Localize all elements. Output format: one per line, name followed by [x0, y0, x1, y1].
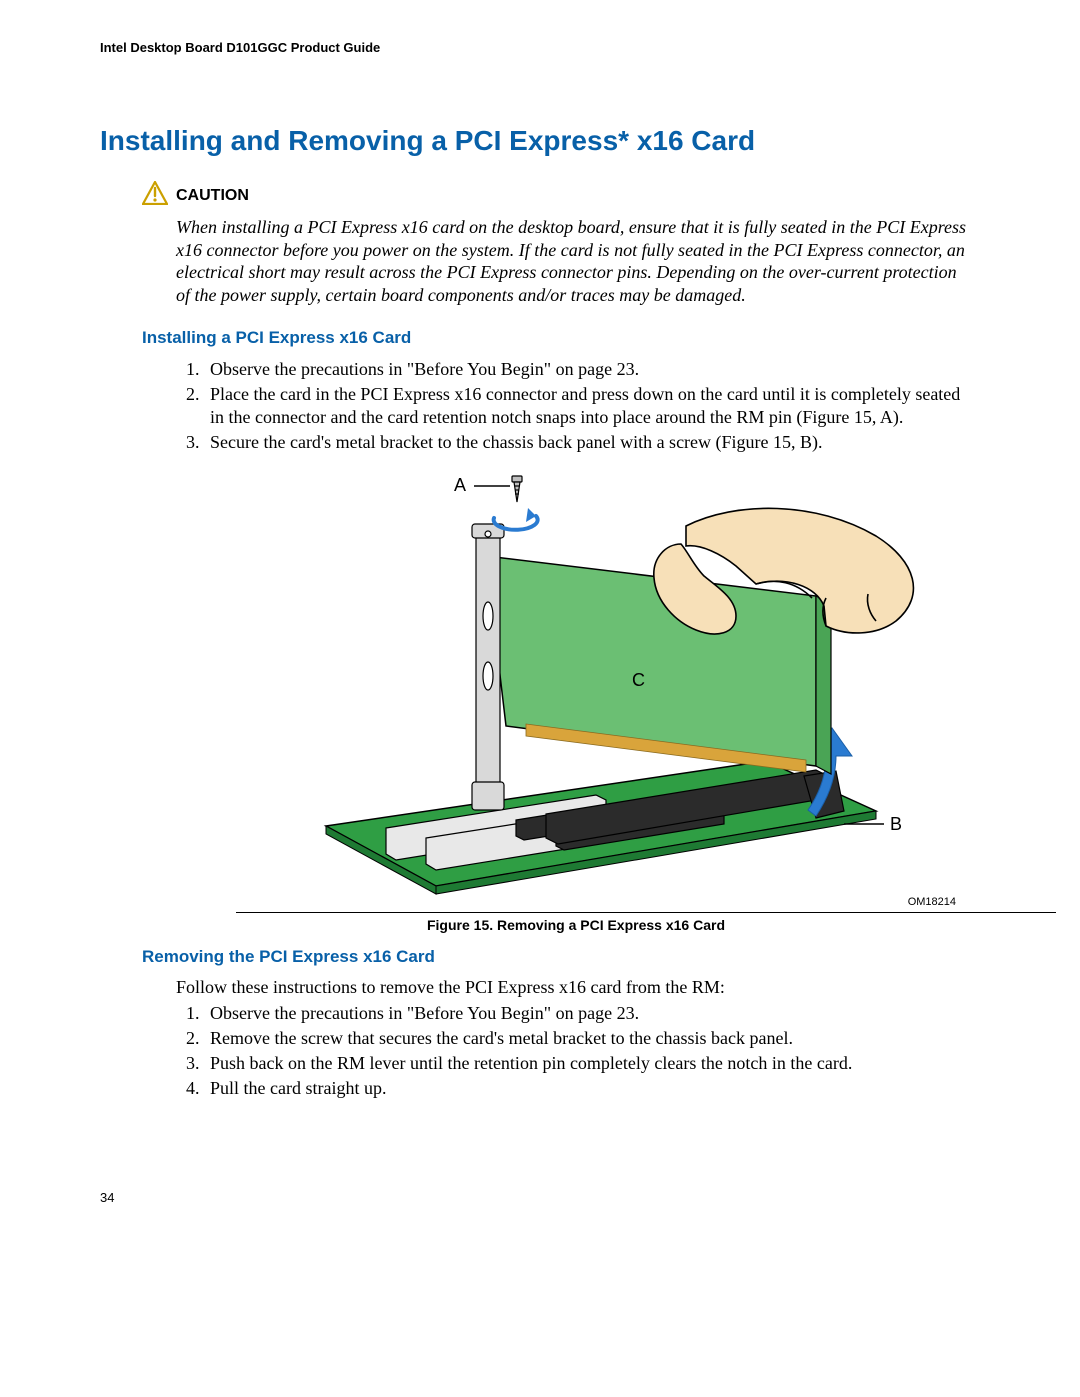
list-item: Observe the precautions in "Before You B… [204, 358, 970, 381]
figure-label-b: B [890, 814, 902, 835]
remove-intro: Follow these instructions to remove the … [176, 977, 980, 998]
figure-diagram: A C B [176, 466, 976, 896]
running-head: Intel Desktop Board D101GGC Product Guid… [100, 40, 980, 55]
figure-label-c: C [632, 670, 645, 691]
figure-caption: Figure 15. Removing a PCI Express x16 Ca… [176, 917, 976, 933]
list-item: Pull the card straight up. [204, 1077, 970, 1100]
figure-label-a: A [454, 475, 466, 496]
list-item: Remove the screw that secures the card's… [204, 1027, 970, 1050]
figure-rule [236, 912, 1056, 913]
remove-heading: Removing the PCI Express x16 Card [142, 947, 980, 967]
install-steps: Observe the precautions in "Before You B… [176, 358, 970, 454]
page-number: 34 [100, 1190, 980, 1205]
list-item: Observe the precautions in "Before You B… [204, 1002, 970, 1025]
page-title: Installing and Removing a PCI Express* x… [100, 125, 980, 157]
list-item: Secure the card's metal bracket to the c… [204, 431, 970, 454]
caution-text: When installing a PCI Express x16 card o… [176, 216, 970, 306]
caution-label: CAUTION [176, 187, 249, 205]
list-item: Place the card in the PCI Express x16 co… [204, 383, 970, 429]
list-item: Push back on the RM lever until the rete… [204, 1052, 970, 1075]
install-heading: Installing a PCI Express x16 Card [142, 328, 980, 348]
remove-steps: Observe the precautions in "Before You B… [176, 1002, 970, 1100]
figure-id: OM18214 [176, 896, 956, 908]
caution-icon [142, 181, 168, 210]
